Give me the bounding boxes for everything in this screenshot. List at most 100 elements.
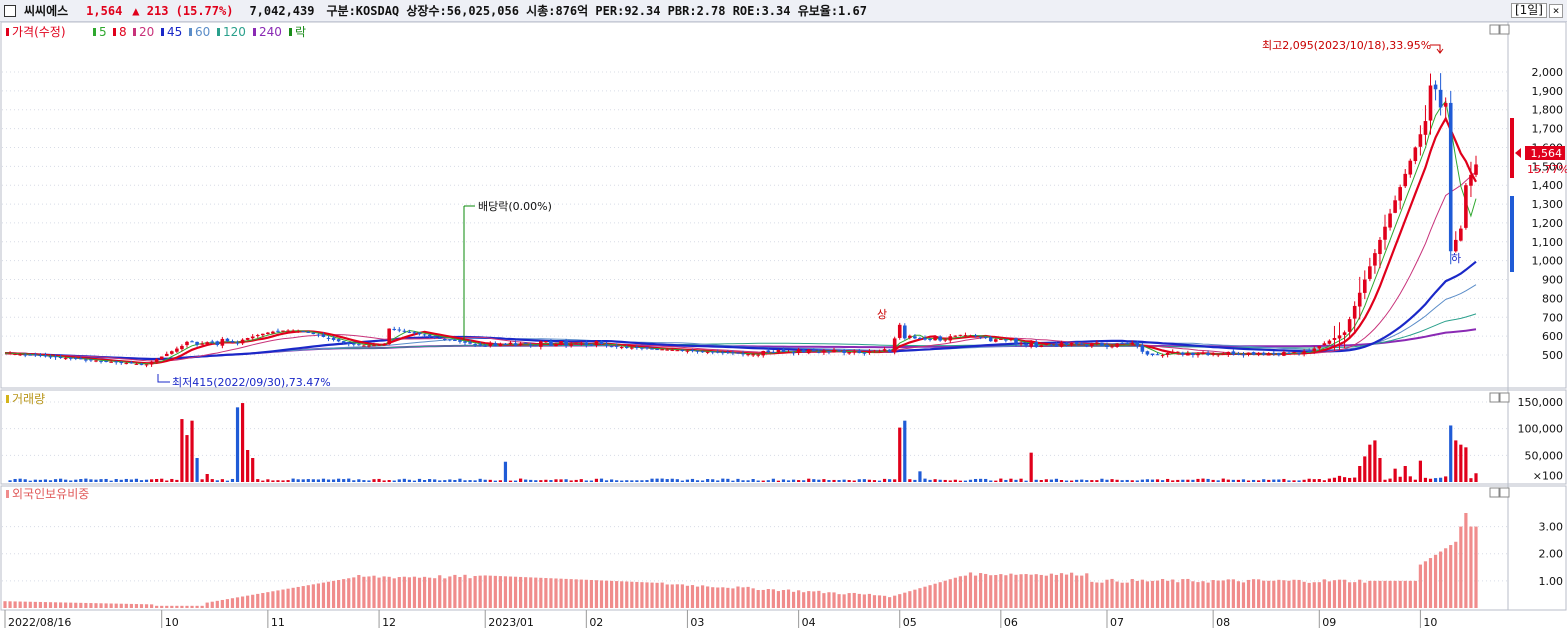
candle xyxy=(523,342,528,344)
volume-bar xyxy=(8,480,12,482)
candle xyxy=(938,336,942,341)
foreign-bar xyxy=(347,578,351,608)
candle xyxy=(402,330,407,332)
pane-restore-icon[interactable] xyxy=(1489,24,1500,35)
foreign-bar xyxy=(1413,580,1417,608)
foreign-bar xyxy=(1423,561,1428,608)
pane-restore-icon[interactable] xyxy=(1489,487,1500,498)
volume-bar xyxy=(473,480,477,482)
foreign-bar xyxy=(781,590,786,608)
upper-limit-mark: 상 xyxy=(877,308,887,321)
volume-bar xyxy=(594,478,599,482)
volume-bar xyxy=(246,450,250,482)
foreign-bar xyxy=(306,585,310,608)
foreign-bar xyxy=(291,587,295,608)
pane-close-icon[interactable] xyxy=(1499,24,1510,35)
foreign-bar xyxy=(984,573,988,608)
candle xyxy=(1322,343,1327,346)
foreign-bar xyxy=(1287,580,1291,608)
foreign-bar xyxy=(604,580,609,608)
volume-bar xyxy=(326,479,331,482)
candle xyxy=(1009,338,1013,341)
volume-bar xyxy=(13,478,17,482)
foreign-tick-label: 1.00 xyxy=(1539,575,1564,588)
candle xyxy=(589,344,594,346)
foreign-bar xyxy=(392,578,396,608)
foreign-bar xyxy=(33,601,37,608)
candle xyxy=(973,335,978,337)
candle xyxy=(1140,345,1145,352)
candle xyxy=(564,340,568,346)
legend-swatch xyxy=(217,28,220,36)
candle xyxy=(79,358,83,360)
candle xyxy=(1084,344,1089,347)
foreign-bar xyxy=(503,576,508,608)
pane-close-icon[interactable] xyxy=(1499,487,1510,498)
foreign-bar xyxy=(1428,558,1433,608)
title-bar: 씨씨에스 1,564 ▲ 213 (15.77%) 7,042,439 구분:K… xyxy=(0,0,1567,22)
candle xyxy=(650,348,654,350)
price-tick-label: 1,400 xyxy=(1532,179,1564,192)
volume-bar xyxy=(428,479,432,482)
volume-bar xyxy=(296,479,300,482)
foreign-bar xyxy=(417,577,422,608)
candle xyxy=(483,345,488,347)
price-range-bar-up xyxy=(1510,118,1514,178)
foreign-bar xyxy=(615,581,619,608)
stock-name: 씨씨에스 xyxy=(24,4,69,18)
volume-bar xyxy=(655,478,659,482)
volume-bar xyxy=(1267,479,1271,482)
volume-bar xyxy=(1095,480,1099,482)
volume-bar xyxy=(488,479,492,482)
volume-bar xyxy=(620,480,624,482)
volume-bar xyxy=(1241,479,1246,482)
foreign-bar xyxy=(1332,580,1337,608)
volume-bar xyxy=(291,478,295,482)
volume-bar xyxy=(741,480,745,482)
volume-bar xyxy=(1186,479,1190,482)
volume-bar xyxy=(524,479,528,482)
price-tick-label: 900 xyxy=(1542,274,1563,287)
foreign-bar xyxy=(1297,579,1301,608)
volume-bar xyxy=(286,480,290,482)
candle xyxy=(139,364,144,366)
candle xyxy=(872,350,877,352)
volume-bar xyxy=(1469,478,1473,482)
foreign-bar xyxy=(569,579,573,608)
foreign-bar xyxy=(1176,582,1180,608)
volume-bar xyxy=(28,480,32,482)
select-checkbox[interactable] xyxy=(4,4,16,17)
pane-restore-icon[interactable] xyxy=(1489,392,1500,403)
candle xyxy=(827,351,831,353)
foreign-bar xyxy=(726,587,730,608)
volume-bar xyxy=(1070,480,1074,482)
candle xyxy=(437,337,442,339)
close-icon[interactable]: × xyxy=(1549,3,1563,18)
foreign-bar xyxy=(837,594,841,608)
foreign-bar xyxy=(144,604,149,608)
foreign-bar xyxy=(296,586,300,608)
candle xyxy=(210,341,215,343)
foreign-bar xyxy=(539,577,543,608)
volume-bar xyxy=(1221,478,1225,482)
candle xyxy=(134,363,139,365)
foreign-bar xyxy=(1363,582,1367,608)
period-button[interactable]: [1일] xyxy=(1510,3,1547,18)
candle xyxy=(1231,351,1236,355)
foreign-bar xyxy=(337,579,341,608)
foreign-bar xyxy=(1383,580,1387,608)
candle xyxy=(1408,160,1413,175)
foreign-bar xyxy=(1049,573,1053,608)
volume-bar xyxy=(478,478,482,482)
pane-close-icon[interactable] xyxy=(1499,392,1510,403)
volume-bar xyxy=(1044,479,1048,482)
candle xyxy=(1170,351,1175,354)
volume-bar xyxy=(802,480,806,482)
candle xyxy=(1090,343,1094,347)
candle xyxy=(341,341,346,343)
volume-bar xyxy=(973,478,978,482)
volume-bar xyxy=(503,461,508,482)
foreign-bar xyxy=(230,598,235,608)
legend-item: 락 xyxy=(295,25,306,39)
foreign-bar xyxy=(564,578,568,608)
